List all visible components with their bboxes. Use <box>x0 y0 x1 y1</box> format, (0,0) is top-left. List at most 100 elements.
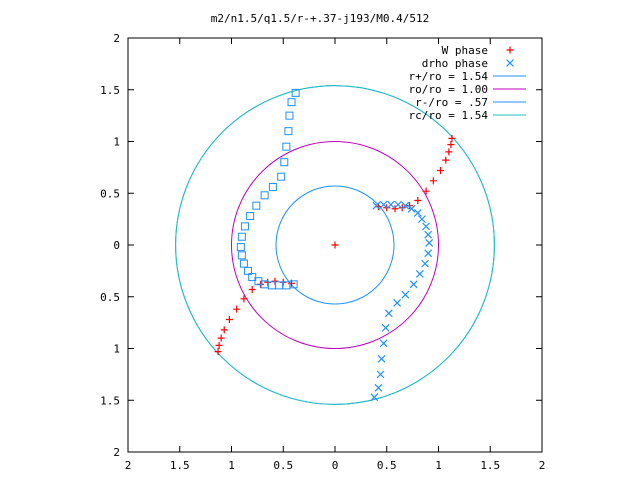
data-point <box>282 142 291 151</box>
data-point <box>393 299 402 307</box>
data-point <box>267 281 276 290</box>
data-point <box>414 196 422 204</box>
data-point <box>214 348 222 356</box>
data-point <box>285 111 294 120</box>
data-point <box>413 208 422 217</box>
data-point <box>244 266 253 275</box>
y-tick-label: 2 <box>113 446 120 459</box>
x-tick-label: 2 <box>539 459 546 472</box>
data-point <box>240 295 248 303</box>
data-point <box>233 305 241 313</box>
data-point <box>284 127 293 136</box>
data-point <box>401 201 410 210</box>
data-point <box>437 166 445 174</box>
data-point <box>277 172 286 181</box>
data-point <box>445 148 453 156</box>
data-point <box>268 183 277 192</box>
data-point <box>379 339 388 348</box>
data-point <box>442 156 450 164</box>
data-points <box>214 88 456 402</box>
x-tick-label: 2 <box>125 459 132 472</box>
data-point <box>237 232 246 241</box>
y-tick-label: 2 <box>113 32 120 45</box>
legend-swatch <box>506 59 514 67</box>
y-tick-label: 0.5 <box>100 187 120 200</box>
data-point <box>280 158 289 167</box>
data-point <box>260 191 269 200</box>
y-tick-label: 1 <box>113 136 120 149</box>
y-tick-label: 0 <box>113 239 120 252</box>
reference-circles <box>175 85 495 405</box>
data-point <box>398 204 406 212</box>
series-plus <box>214 134 456 356</box>
series-cross <box>370 200 434 402</box>
data-point <box>217 334 225 342</box>
data-point <box>418 215 426 224</box>
legend-label: ro/ro = 1.00 <box>409 83 488 96</box>
data-point <box>252 201 261 210</box>
data-point <box>225 316 233 324</box>
data-point <box>447 141 455 149</box>
circle-2 <box>231 141 439 349</box>
data-point <box>372 201 381 210</box>
data-point <box>384 309 393 318</box>
axis-ticks: 2 1.5 1 0.5 0 0.5 1 1.5 221.510.500.511.52 <box>100 32 545 472</box>
x-tick-label: 1 <box>228 459 235 472</box>
data-point <box>415 270 424 278</box>
data-point <box>421 259 429 268</box>
data-point <box>370 393 379 402</box>
legend-label: W phase <box>442 44 488 57</box>
data-point <box>376 370 385 379</box>
data-point <box>422 187 430 195</box>
data-point <box>275 281 284 290</box>
legend-label: rc/ro = 1.54 <box>409 109 489 122</box>
data-point <box>401 290 410 299</box>
data-point <box>236 243 245 252</box>
data-point <box>246 212 255 221</box>
x-tick-label: 0.5 <box>273 459 293 472</box>
y-tick-label: 1.5 <box>100 84 120 97</box>
series-square <box>236 88 300 290</box>
x-tick-label: 0 <box>332 459 339 472</box>
legend-label: r+/ro = 1.54 <box>409 70 489 83</box>
circle-3 <box>275 185 395 305</box>
data-point <box>409 280 418 289</box>
data-point <box>237 251 246 260</box>
data-point <box>377 354 386 363</box>
x-tick-label: 0.5 <box>377 459 397 472</box>
data-point <box>215 341 223 349</box>
data-point <box>287 98 296 107</box>
legend-label: drho phase <box>422 57 488 70</box>
chart-title: m2/n1.5/q1.5/r-+.37-j193/M0.4/512 <box>211 12 430 25</box>
data-point <box>391 205 399 213</box>
y-tick-label: 0.5 <box>100 291 120 304</box>
data-point <box>386 200 395 209</box>
y-tick-label: 1.5 <box>100 394 120 407</box>
data-point <box>291 88 300 97</box>
data-point <box>422 222 431 231</box>
data-point <box>407 204 416 213</box>
legend-swatch <box>506 46 514 54</box>
data-point <box>425 239 434 247</box>
data-point <box>239 259 248 268</box>
data-point <box>248 286 256 294</box>
data-point <box>406 202 414 210</box>
x-tick-label: 1.5 <box>170 459 190 472</box>
y-tick-label: 1 <box>113 343 120 356</box>
data-point <box>379 200 388 209</box>
data-point <box>240 222 249 231</box>
data-point <box>424 249 433 258</box>
data-point <box>394 200 403 209</box>
data-point <box>448 134 456 142</box>
x-tick-label: 1.5 <box>480 459 500 472</box>
data-point <box>374 383 383 392</box>
data-point <box>331 241 339 249</box>
legend-label: r-/ro = .57 <box>415 96 488 109</box>
x-tick-label: 1 <box>435 459 442 472</box>
data-point <box>220 326 228 334</box>
data-point <box>254 277 263 286</box>
data-point <box>248 273 257 282</box>
circle-4 <box>175 85 495 405</box>
